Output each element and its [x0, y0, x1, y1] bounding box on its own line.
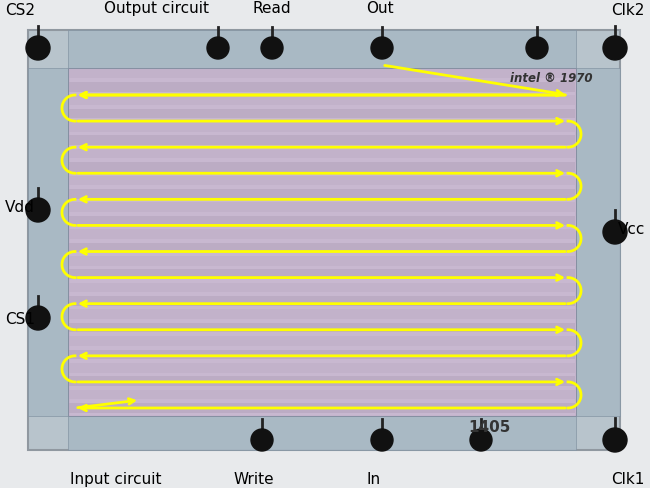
Circle shape: [207, 37, 229, 59]
Bar: [69, 309, 575, 319]
Bar: [68, 30, 576, 68]
Bar: [68, 416, 576, 450]
Text: CS1: CS1: [5, 312, 35, 327]
Bar: [69, 95, 575, 105]
Bar: [69, 403, 575, 413]
Bar: [69, 176, 575, 185]
Text: Input circuit: Input circuit: [70, 472, 161, 487]
Bar: [68, 68, 576, 416]
Circle shape: [526, 37, 548, 59]
Bar: [69, 229, 575, 239]
Bar: [69, 243, 575, 252]
Circle shape: [603, 36, 627, 60]
Text: Write: Write: [233, 472, 274, 487]
Bar: [69, 376, 575, 386]
Text: Vcc: Vcc: [618, 223, 645, 238]
Bar: [69, 136, 575, 145]
Text: Clk1: Clk1: [612, 472, 645, 487]
Bar: [69, 68, 575, 78]
Text: Clk2: Clk2: [612, 3, 645, 18]
Bar: [69, 363, 575, 373]
Bar: [576, 68, 620, 416]
Bar: [69, 256, 575, 265]
Circle shape: [603, 428, 627, 452]
Bar: [69, 323, 575, 332]
Bar: [69, 122, 575, 132]
Bar: [69, 203, 575, 212]
Bar: [69, 269, 575, 279]
Bar: [69, 283, 575, 292]
Bar: [69, 149, 575, 159]
Circle shape: [371, 429, 393, 451]
Text: In: In: [367, 472, 381, 487]
Circle shape: [26, 306, 50, 330]
Bar: [69, 82, 575, 92]
Text: Vdd: Vdd: [5, 201, 35, 216]
Circle shape: [251, 429, 273, 451]
Text: Read: Read: [252, 1, 291, 16]
Bar: [69, 216, 575, 225]
Bar: [69, 349, 575, 359]
Text: CS2: CS2: [5, 3, 35, 18]
Circle shape: [603, 220, 627, 244]
Circle shape: [470, 429, 492, 451]
Bar: [69, 390, 575, 399]
Circle shape: [261, 37, 283, 59]
Text: 1405: 1405: [469, 421, 511, 435]
Bar: [69, 296, 575, 305]
Text: Output circuit: Output circuit: [103, 1, 209, 16]
Text: Out: Out: [367, 1, 394, 16]
Bar: [28, 30, 620, 450]
Bar: [69, 336, 575, 346]
Bar: [69, 162, 575, 172]
Bar: [69, 109, 575, 118]
Bar: [69, 189, 575, 199]
Bar: [28, 68, 68, 416]
Circle shape: [26, 36, 50, 60]
Text: intel ® 1970: intel ® 1970: [510, 72, 593, 85]
Circle shape: [371, 37, 393, 59]
Circle shape: [26, 198, 50, 222]
